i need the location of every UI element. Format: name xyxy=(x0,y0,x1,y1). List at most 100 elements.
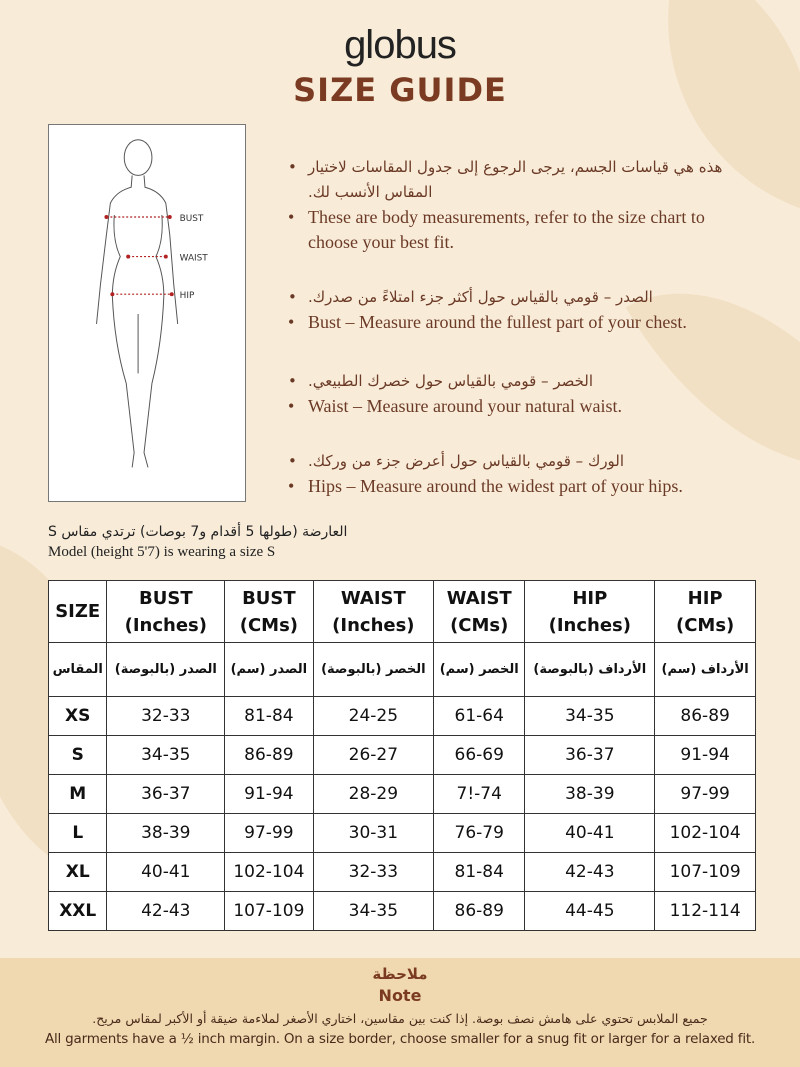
header-row-ar: المقاس الصدر (بالبوصة) الصدر (سم) الخصر (با… xyxy=(47,642,756,697)
header-text: (Inches) xyxy=(124,614,207,636)
instruction-ar: هذه هي قياسات الجسم، يرجى الرجوع إلى جدو… xyxy=(285,155,745,205)
measurement-cell: 34-35 xyxy=(106,735,226,775)
column-header-ar: الخصر (سم) xyxy=(433,642,526,697)
column-header: WAIST (CMs) xyxy=(433,580,526,643)
measurement-cell: 91-94 xyxy=(654,735,756,775)
column-header: WAIST (Inches) xyxy=(312,580,435,643)
header-text: BUST xyxy=(242,587,296,609)
header-text: WAIST xyxy=(340,587,406,609)
measurement-cell: 61-64 xyxy=(433,696,526,736)
table-row: XL 40-41 102-104 32-33 81-84 42-43 107-109 xyxy=(47,852,756,892)
table-row: XXL 42-43 107-109 34-35 86-89 44-45 112-114 xyxy=(47,891,756,931)
column-header: HIP (Inches) xyxy=(524,580,656,643)
table-row: L 38-39 97-99 30-31 76-79 40-41 102-104 xyxy=(47,813,756,853)
column-header: HIP (CMs) xyxy=(654,580,756,643)
measurement-cell: 66-69 xyxy=(433,735,526,775)
measurement-cell: 38-39 xyxy=(524,774,656,814)
note-title: Note xyxy=(378,986,422,1005)
measurement-cell: 97-99 xyxy=(224,813,314,853)
size-cell: L xyxy=(47,813,108,853)
measurement-cell: 86-89 xyxy=(433,891,526,931)
measurement-cell: 97-99 xyxy=(654,774,756,814)
header-text: HIP xyxy=(687,587,723,609)
brand-logo: globus xyxy=(344,23,457,67)
measurement-cell: 32-33 xyxy=(106,696,226,736)
hip-label: HIP xyxy=(180,291,195,301)
size-cell: XS xyxy=(47,696,108,736)
model-info-en: Model (height 5'7) is wearing a size S xyxy=(48,544,276,560)
model-info: العارضة (طولها 5 أقدام و7 بوصات) ترتدي م… xyxy=(48,522,347,562)
column-header-ar: الأرداف (سم) xyxy=(654,642,756,697)
column-header: SIZE xyxy=(47,580,108,643)
measurement-cell: 86-89 xyxy=(654,696,756,736)
measurement-cell: 28-29 xyxy=(312,774,435,814)
measurement-cell: 86-89 xyxy=(224,735,314,775)
instruction-en: Bust – Measure around the fullest part o… xyxy=(285,310,785,335)
size-cell: XXL xyxy=(47,891,108,931)
measurement-cell: 91-94 xyxy=(224,774,314,814)
model-info-ar: العارضة (طولها 5 أقدام و7 بوصات) ترتدي م… xyxy=(48,524,348,540)
measurement-cell: 32-33 xyxy=(312,852,435,892)
header-text: (Inches) xyxy=(332,614,415,636)
measurement-cell: 36-37 xyxy=(106,774,226,814)
header-text: HIP xyxy=(572,587,608,609)
measurement-cell: 81-84 xyxy=(224,696,314,736)
header-text: BUST xyxy=(139,587,193,609)
header-text: WAIST xyxy=(446,587,512,609)
table-row: S 34-35 86-89 26-27 66-69 36-37 91-94 xyxy=(47,735,756,775)
table-row: M 36-37 91-94 28-29 7!-74 38-39 97-99 xyxy=(47,774,756,814)
note-title-ar: ملاحظة xyxy=(372,965,428,983)
size-table: SIZE BUST (Inches) BUST (CMs) WAIST (Inches) WA… xyxy=(47,580,756,931)
size-cell: S xyxy=(47,735,108,775)
measurement-cell: 30-31 xyxy=(312,813,435,853)
column-header-ar: المقاس xyxy=(47,642,108,697)
measurement-cell: 34-35 xyxy=(312,891,435,931)
instruction-ar: الخصر – قومي بالقياس حول خصرك الطبيعي. xyxy=(285,369,785,394)
column-header-ar: الأرداف (بالبوصة) xyxy=(524,642,656,697)
measurement-cell: 44-45 xyxy=(524,891,656,931)
instructions-list: هذه هي قياسات الجسم، يرجى الرجوع إلى جدو… xyxy=(285,155,785,499)
header-text: (Inches) xyxy=(548,614,631,636)
instruction-en: Waist – Measure around your natural wais… xyxy=(285,394,785,419)
size-cell: XL xyxy=(47,852,108,892)
measurement-cell: 40-41 xyxy=(524,813,656,853)
waist-label: WAIST xyxy=(180,254,209,264)
header-text: (CMs) xyxy=(239,614,299,636)
instruction-en: These are body measurements, refer to th… xyxy=(285,205,745,255)
body-figure: BUST WAIST HIP xyxy=(48,124,246,502)
note-text: All garments have a ½ inch margin. On a … xyxy=(44,1031,756,1047)
page-title: SIZE GUIDE xyxy=(293,71,507,109)
size-cell: M xyxy=(47,774,108,814)
column-header-ar: الصدر (سم) xyxy=(224,642,314,697)
column-header: BUST (Inches) xyxy=(106,580,226,643)
measurement-cell: 102-104 xyxy=(224,852,314,892)
column-header-ar: الصدر (بالبوصة) xyxy=(106,642,226,697)
column-header-ar: الخصر (بالبوصة) xyxy=(312,642,435,697)
measurement-cell: 36-37 xyxy=(524,735,656,775)
instruction-en: Hips – Measure around the widest part of… xyxy=(285,474,785,499)
measurement-cell: 42-43 xyxy=(106,891,226,931)
measurement-cell: 34-35 xyxy=(524,696,656,736)
header-text: (CMs) xyxy=(450,614,509,636)
measurement-cell: 102-104 xyxy=(654,813,756,853)
measurement-cell: 76-79 xyxy=(433,813,526,853)
table-row: XS 32-33 81-84 24-25 61-64 34-35 86-89 xyxy=(47,696,756,736)
note-section: ملاحظة Note جميع الملابس تحتوي على هامش … xyxy=(0,958,800,1067)
measurement-cell: 81-84 xyxy=(433,852,526,892)
measurement-cell: 38-39 xyxy=(106,813,226,853)
measurement-cell: 26-27 xyxy=(312,735,435,775)
instruction-ar: الورك – قومي بالقياس حول أعرض جزء من ورك… xyxy=(285,449,785,474)
measurement-cell: 40-41 xyxy=(106,852,226,892)
header-row: SIZE BUST (Inches) BUST (CMs) WAIST (Inches) WA… xyxy=(47,580,756,643)
measurement-cell: 107-109 xyxy=(224,891,314,931)
measurement-cell: 107-109 xyxy=(654,852,756,892)
note-text-ar: جميع الملابس تحتوي على هامش نصف بوصة. إذ… xyxy=(92,1011,708,1026)
measurement-cell: 24-25 xyxy=(312,696,435,736)
measurement-cell: 42-43 xyxy=(524,852,656,892)
measurement-cell: 112-114 xyxy=(654,891,756,931)
header-text: SIZE xyxy=(55,601,101,622)
header-text: (CMs) xyxy=(675,614,735,636)
column-header: BUST (CMs) xyxy=(224,580,314,643)
bust-label: BUST xyxy=(180,214,204,224)
instruction-ar: الصدر – قومي بالقياس حول أكثر جزء امتلاء… xyxy=(285,285,785,310)
